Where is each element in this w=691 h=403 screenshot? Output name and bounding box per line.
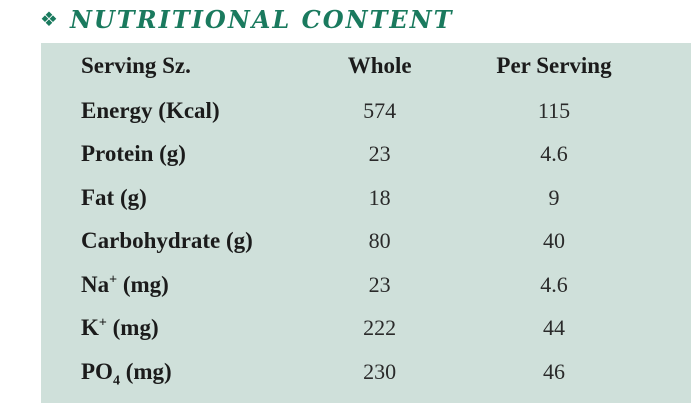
row-whole-value: 574 bbox=[363, 97, 397, 123]
label-superscript: + bbox=[109, 272, 118, 288]
row-per-serving-value: 4.6 bbox=[540, 141, 568, 167]
row-per-serving-value: 46 bbox=[542, 358, 565, 384]
row-per-serving-value: 44 bbox=[542, 315, 565, 341]
section-heading: ❖ NUTRITIONAL CONTENT bbox=[40, 2, 454, 36]
row-label: Na+ (mg) bbox=[41, 263, 342, 307]
table-row: Protein (g) 23 4.6 bbox=[41, 133, 691, 177]
header-serving-size: Serving Sz. bbox=[81, 53, 191, 78]
label-unit: (mg) bbox=[106, 315, 159, 341]
table-row: Energy (Kcal) 574 115 bbox=[41, 89, 691, 133]
row-whole-value: 23 bbox=[368, 271, 391, 297]
label-unit: (mg) bbox=[119, 358, 172, 384]
table-row: K+ (mg) 222 44 bbox=[41, 307, 691, 351]
header-per-serving: Per Serving bbox=[496, 53, 612, 78]
label-superscript: + bbox=[98, 315, 107, 331]
row-label: Energy (Kcal) bbox=[81, 97, 220, 123]
label-base: K bbox=[81, 315, 99, 341]
row-label: PO4 (mg) bbox=[41, 350, 342, 394]
table-row: Na+ (mg) 23 4.6 bbox=[41, 263, 691, 307]
label-subscript: 4 bbox=[112, 373, 120, 389]
row-per-serving-value: 115 bbox=[537, 97, 571, 123]
four-diamond-ornament-icon: ❖ bbox=[40, 7, 58, 31]
row-per-serving-value: 4.6 bbox=[540, 271, 568, 297]
row-whole-value: 230 bbox=[363, 358, 397, 384]
nutrition-table: Serving Sz. Whole Per Serving Energy (Kc… bbox=[41, 43, 691, 394]
row-label: K+ (mg) bbox=[41, 307, 342, 351]
header-whole: Whole bbox=[347, 53, 412, 78]
table-row: Carbohydrate (g) 80 40 bbox=[41, 220, 691, 264]
label-base: Na bbox=[81, 271, 110, 297]
row-label: Carbohydrate (g) bbox=[81, 228, 253, 254]
row-whole-value: 23 bbox=[368, 141, 391, 167]
table-row: PO4 (mg) 230 46 bbox=[41, 350, 691, 394]
row-label: Fat (g) bbox=[81, 184, 147, 210]
label-base: PO bbox=[81, 358, 113, 384]
section-title: NUTRITIONAL CONTENT bbox=[69, 4, 454, 34]
table-row: Fat (g) 18 9 bbox=[41, 176, 691, 220]
nutrition-panel: Serving Sz. Whole Per Serving Energy (Kc… bbox=[41, 43, 691, 403]
row-label: Protein (g) bbox=[81, 141, 186, 167]
row-per-serving-value: 9 bbox=[548, 184, 560, 210]
row-whole-value: 222 bbox=[363, 315, 397, 341]
row-per-serving-value: 40 bbox=[542, 228, 565, 254]
row-whole-value: 80 bbox=[368, 228, 391, 254]
label-unit: (mg) bbox=[117, 271, 169, 297]
table-header-row: Serving Sz. Whole Per Serving bbox=[41, 43, 691, 89]
row-whole-value: 18 bbox=[368, 184, 391, 210]
